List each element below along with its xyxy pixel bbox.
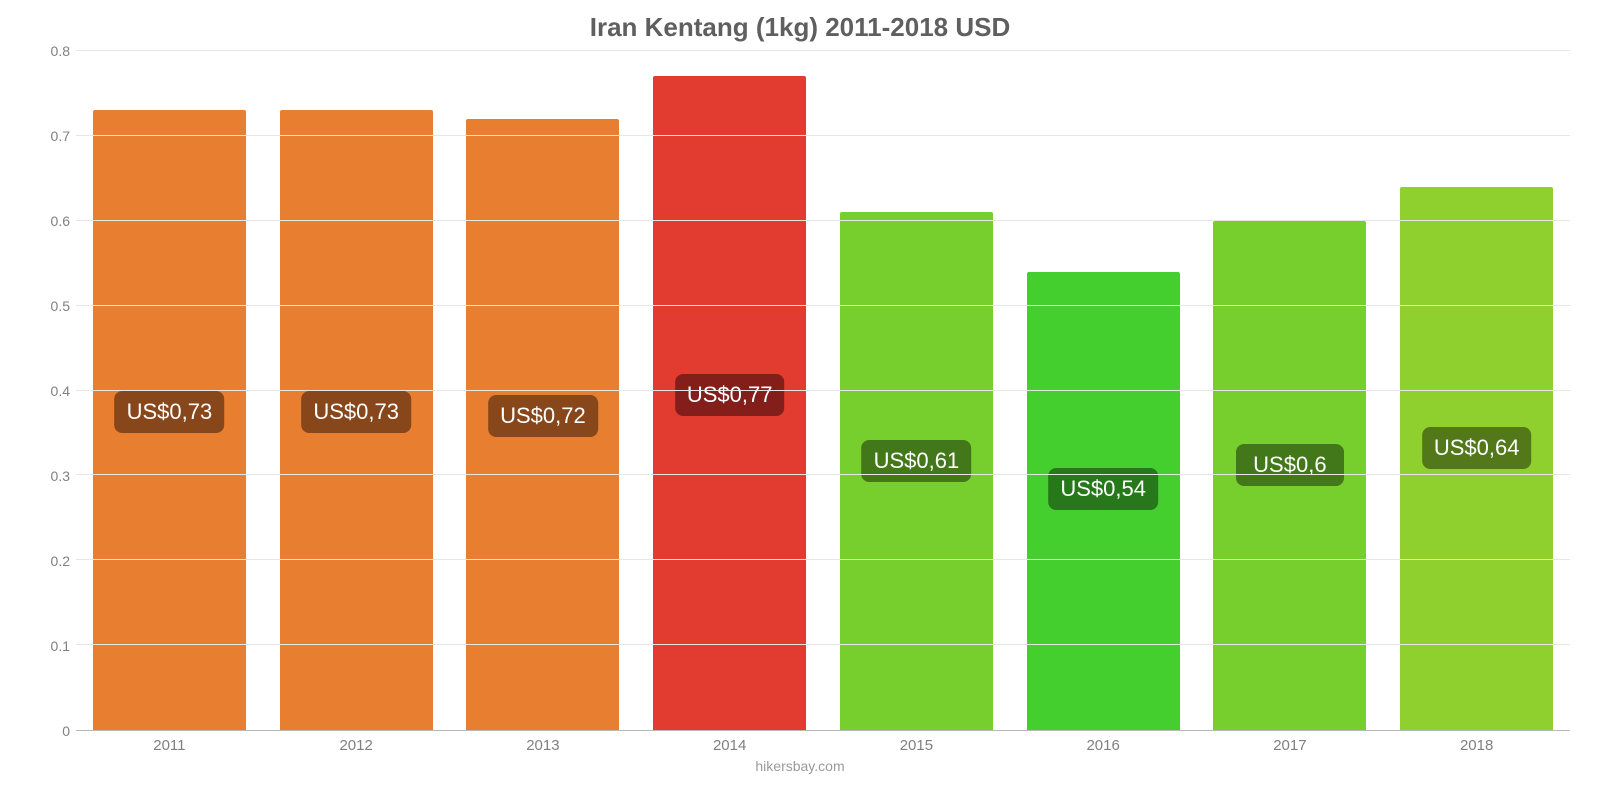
y-tick-label: 0.6 (51, 213, 70, 229)
grid-line (76, 50, 1570, 51)
y-tick-label: 0.4 (51, 383, 70, 399)
bar-slot: US$0,54 (1010, 51, 1197, 730)
bar: US$0,64 (1400, 187, 1553, 730)
x-tick-label: 2012 (263, 737, 450, 754)
value-badge: US$0,73 (115, 391, 225, 433)
value-badge: US$0,73 (301, 391, 411, 433)
bars-layer: US$0,73US$0,73US$0,72US$0,77US$0,61US$0,… (76, 51, 1570, 730)
y-tick-label: 0.1 (51, 638, 70, 654)
bar-slot: US$0,72 (450, 51, 637, 730)
x-tick-label: 2014 (636, 737, 823, 754)
y-tick-label: 0.3 (51, 468, 70, 484)
bar: US$0,72 (466, 119, 619, 730)
grid-line (76, 220, 1570, 221)
x-tick-label: 2017 (1197, 737, 1384, 754)
value-badge: US$0,6 (1236, 444, 1344, 486)
x-axis: 20112012201320142015201620172018 (76, 737, 1570, 754)
value-badge: US$0,72 (488, 395, 598, 437)
grid-line (76, 390, 1570, 391)
grid-line (76, 474, 1570, 475)
bar-slot: US$0,61 (823, 51, 1010, 730)
y-tick-label: 0.8 (51, 43, 70, 59)
x-tick-label: 2016 (1010, 737, 1197, 754)
y-tick-label: 0.5 (51, 298, 70, 314)
x-tick-label: 2018 (1383, 737, 1570, 754)
x-tick-label: 2011 (76, 737, 263, 754)
grid-line (76, 559, 1570, 560)
plot-row: 00.10.20.30.40.50.60.70.8 US$0,73US$0,73… (30, 51, 1570, 731)
plot-area: US$0,73US$0,73US$0,72US$0,77US$0,61US$0,… (76, 51, 1570, 731)
bar: US$0,77 (653, 76, 806, 730)
bar: US$0,61 (840, 212, 993, 730)
grid-line (76, 135, 1570, 136)
grid-line (76, 644, 1570, 645)
value-badge: US$0,77 (675, 374, 785, 416)
bar: US$0,73 (93, 110, 246, 730)
y-axis: 00.10.20.30.40.50.60.70.8 (30, 51, 76, 731)
x-tick-label: 2013 (450, 737, 637, 754)
bar-slot: US$0,6 (1197, 51, 1384, 730)
chart-title: Iran Kentang (1kg) 2011-2018 USD (30, 12, 1570, 43)
value-badge: US$0,64 (1422, 427, 1532, 469)
bar: US$0,54 (1027, 272, 1180, 730)
y-tick-label: 0.2 (51, 553, 70, 569)
bar-slot: US$0,64 (1383, 51, 1570, 730)
bar-slot: US$0,77 (636, 51, 823, 730)
credit-text: hikersbay.com (30, 758, 1570, 774)
grid-line (76, 305, 1570, 306)
bar-slot: US$0,73 (263, 51, 450, 730)
bar: US$0,6 (1213, 221, 1366, 730)
y-tick-label: 0 (62, 723, 70, 739)
bar: US$0,73 (280, 110, 433, 730)
y-tick-label: 0.7 (51, 128, 70, 144)
chart-container: Iran Kentang (1kg) 2011-2018 USD 0 0.1 0.2… (0, 0, 1600, 800)
x-tick-label: 2015 (823, 737, 1010, 754)
bar-slot: US$0,73 (76, 51, 263, 730)
